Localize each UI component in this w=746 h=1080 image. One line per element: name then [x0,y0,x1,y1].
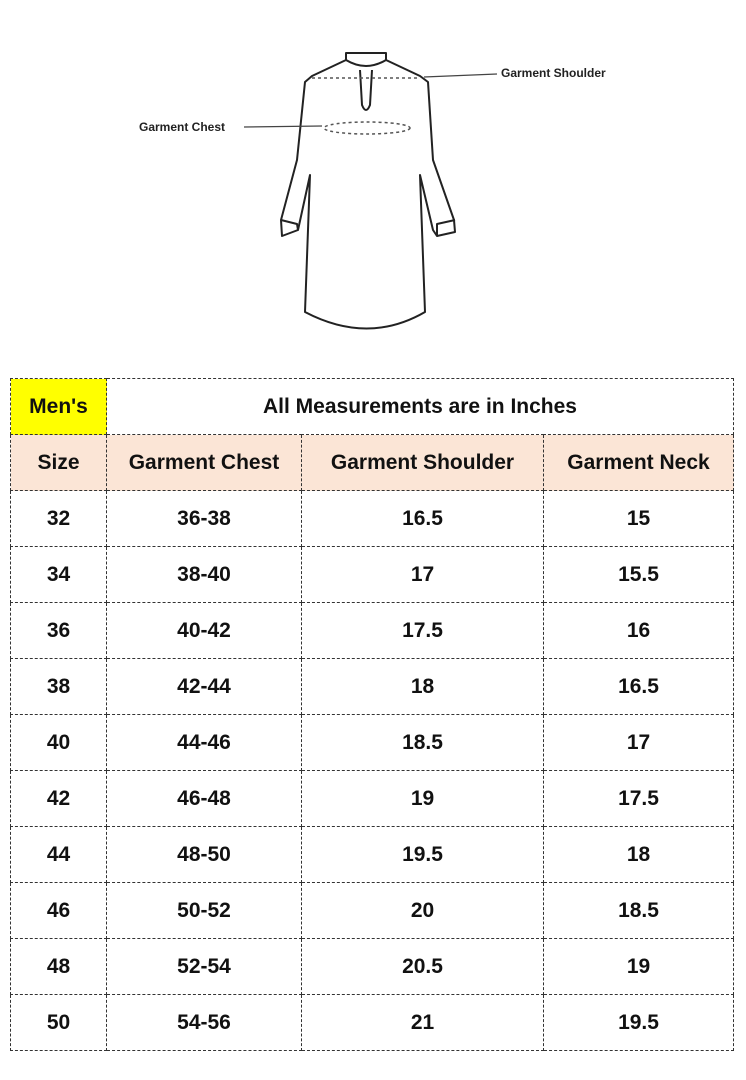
cell-neck: 17 [542,714,735,771]
table-row: 40 44-46 18.5 17 [10,714,735,771]
cell-size: 48 [10,938,107,995]
cell-shoulder: 16.5 [301,490,544,547]
kurta-diagram [243,52,498,330]
cell-chest: 40-42 [106,602,302,659]
cell-chest: 52-54 [106,938,302,995]
units-note: All Measurements are in Inches [105,378,735,435]
right-cuff [436,219,456,236]
cell-chest: 46-48 [106,770,302,827]
cell-shoulder: 18 [301,658,544,715]
table-row: 34 38-40 17 15.5 [10,546,735,603]
cell-neck: 15 [542,490,735,547]
chest-label: Garment Chest [139,120,226,134]
table-row: 48 52-54 20.5 19 [10,938,735,995]
header-shoulder: Garment Shoulder [301,434,544,491]
header-chest: Garment Chest [106,434,302,491]
cell-shoulder: 18.5 [301,714,544,771]
collar [345,59,387,67]
header-row: Size Garment Chest Garment Shoulder Garm… [10,434,735,491]
title-row: Men's All Measurements are in Inches [10,378,735,435]
cell-neck: 19 [542,938,735,995]
cell-size: 46 [10,882,107,939]
left-cuff [280,219,299,231]
table-row: 38 42-44 18 16.5 [10,658,735,715]
table-row: 46 50-52 20 18.5 [10,882,735,939]
cell-shoulder: 17 [301,546,544,603]
cell-neck: 18 [542,826,735,883]
cell-size: 44 [10,826,107,883]
cell-size: 42 [10,770,107,827]
chest-pointer [243,125,323,128]
cell-shoulder: 17.5 [301,602,544,659]
cell-shoulder: 20.5 [301,938,544,995]
shoulder-pointer [423,73,498,78]
cell-size: 34 [10,546,107,603]
cell-neck: 15.5 [542,546,735,603]
kurta-body [280,52,456,330]
cell-shoulder: 20 [301,882,544,939]
cell-size: 32 [10,490,107,547]
header-size: Size [10,434,107,491]
table-row: 42 46-48 19 17.5 [10,770,735,827]
cell-chest: 44-46 [106,714,302,771]
chest-measure-line [323,121,411,135]
cell-shoulder: 21 [301,994,544,1051]
cell-chest: 50-52 [106,882,302,939]
cell-chest: 54-56 [106,994,302,1051]
cell-neck: 18.5 [542,882,735,939]
cell-size: 40 [10,714,107,771]
cell-chest: 36-38 [106,490,302,547]
cell-neck: 16 [542,602,735,659]
cell-shoulder: 19 [301,770,544,827]
cell-shoulder: 19.5 [301,826,544,883]
shoulder-label: Garment Shoulder [501,66,606,80]
cell-neck: 17.5 [542,770,735,827]
table-row: 36 40-42 17.5 16 [10,602,735,659]
cell-chest: 38-40 [106,546,302,603]
cell-chest: 42-44 [106,658,302,715]
cell-neck: 19.5 [542,994,735,1051]
table-row: 32 36-38 16.5 15 [10,490,735,547]
placket [359,69,373,111]
table-row: 50 54-56 21 19.5 [10,994,735,1051]
header-neck: Garment Neck [542,434,735,491]
cell-chest: 48-50 [106,826,302,883]
cell-neck: 16.5 [542,658,735,715]
cell-size: 50 [10,994,107,1051]
cell-size: 36 [10,602,107,659]
size-chart-table: Men's All Measurements are in Inches Siz… [10,378,735,1051]
category-cell: Men's [10,378,107,435]
cell-size: 38 [10,658,107,715]
table-row: 44 48-50 19.5 18 [10,826,735,883]
